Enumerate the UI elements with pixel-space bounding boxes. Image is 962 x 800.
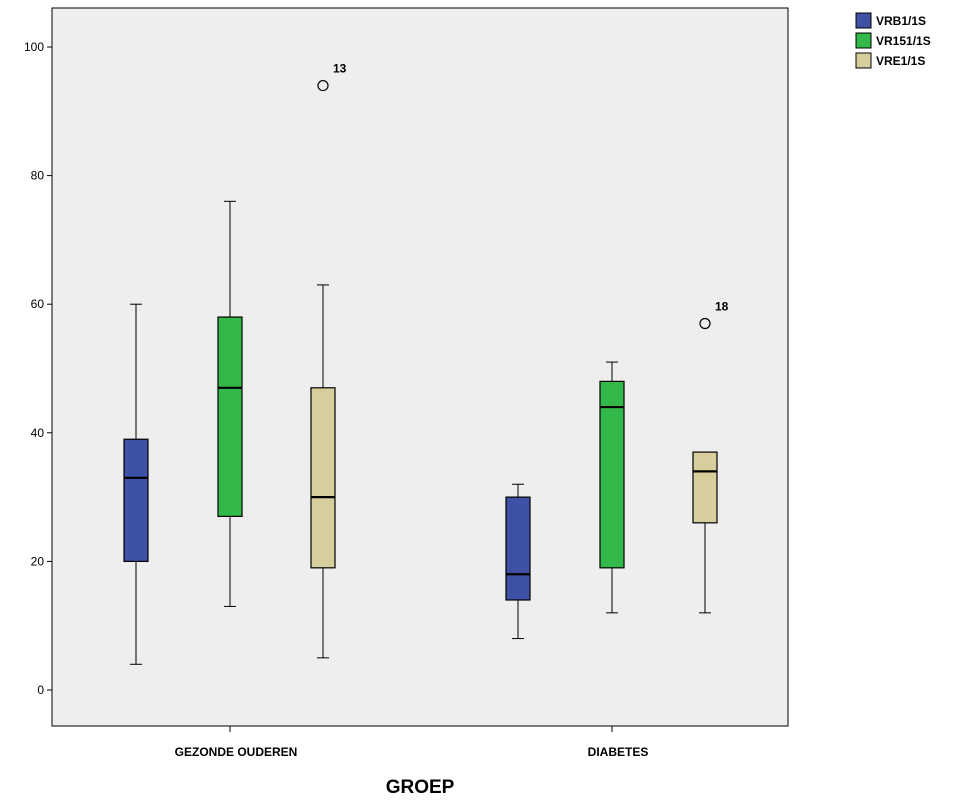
y-tick-label: 20	[31, 554, 45, 568]
legend-label: VR151/1S	[876, 34, 931, 48]
legend-swatch	[855, 52, 872, 69]
boxes-layer: 13 18	[123, 62, 729, 665]
x-axis-title: GROEP	[386, 777, 455, 798]
legend-swatch	[855, 12, 872, 29]
y-tick-label: 80	[31, 169, 45, 183]
x-axis: GEZONDE OUDEREN DIABETES	[175, 726, 649, 759]
y-tick-label: 60	[31, 297, 45, 311]
box-plot-vr151-1s	[599, 361, 625, 614]
legend-label: VRB1/1S	[876, 14, 926, 28]
y-tick-label: 100	[24, 40, 44, 54]
box	[599, 380, 625, 569]
legend-label: VRE1/1S	[876, 54, 925, 68]
y-tick-label: 40	[31, 426, 45, 440]
box	[310, 387, 336, 569]
box	[217, 316, 243, 517]
x-category-label: DIABETES	[588, 745, 649, 759]
box	[505, 496, 531, 601]
box-plot-vre1-1s: 13	[310, 62, 347, 659]
legend-swatch	[855, 32, 872, 49]
x-category-label: GEZONDE OUDEREN	[175, 745, 298, 759]
y-tick-label: 0	[37, 683, 44, 697]
y-axis: 0 20 40 60 80 100	[24, 40, 52, 697]
box-plot-vre1-1s: 18	[692, 299, 729, 614]
box	[123, 438, 149, 563]
outlier-point	[317, 79, 329, 92]
plot-area	[51, 7, 789, 727]
outlier-label: 13	[333, 62, 347, 76]
outlier-point	[699, 317, 711, 330]
box	[692, 451, 718, 524]
box-plot-vrb1-1s	[123, 303, 149, 665]
outlier-label: 18	[715, 299, 729, 313]
box-plot-vrb1-1s	[505, 483, 531, 640]
legend: VRB1/1S VR151/1S VRE1/1S	[855, 12, 931, 69]
box-plot-vr151-1s	[217, 200, 243, 607]
